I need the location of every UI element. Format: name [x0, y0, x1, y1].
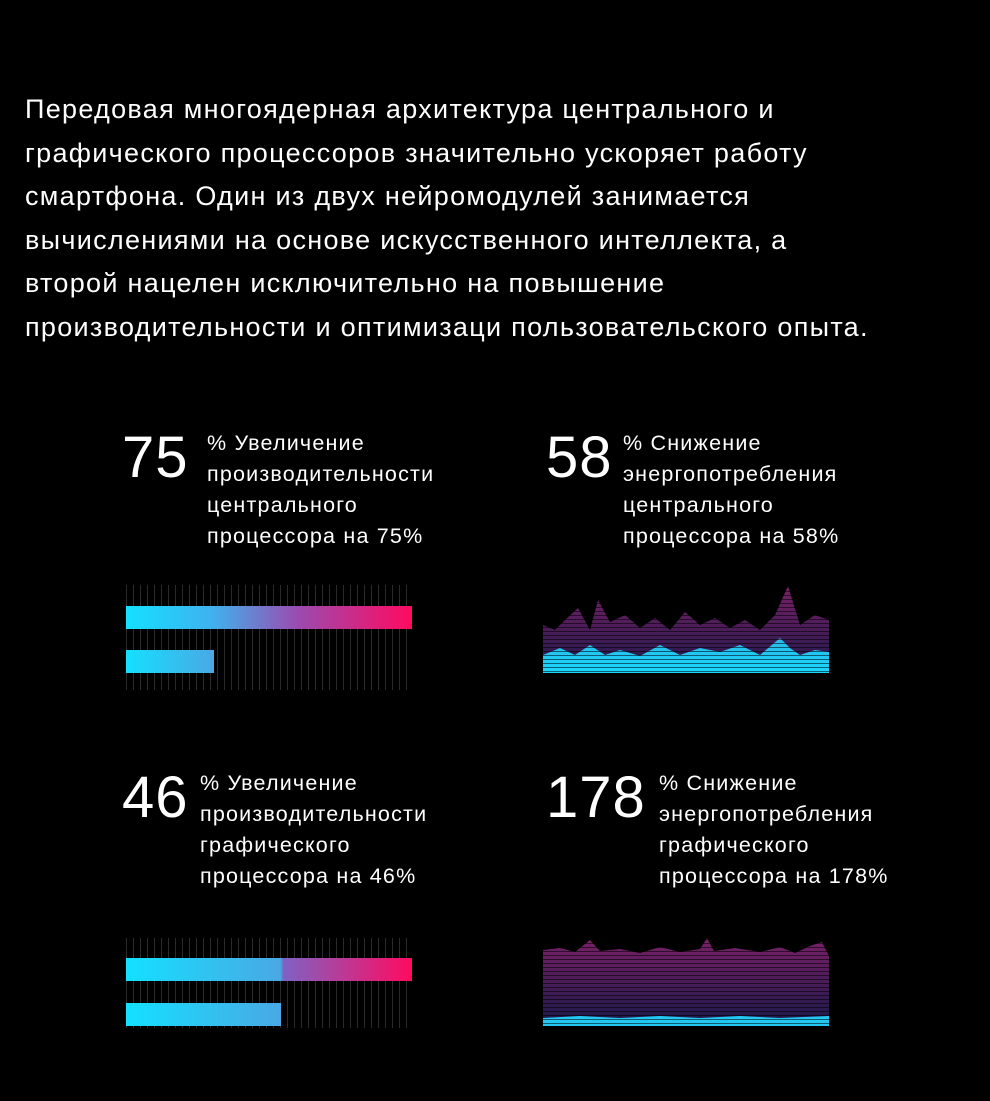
stat-text: % Снижение энергопотребления центральног…: [623, 431, 840, 548]
intro-line: смартфона. Один из двух нейромодулей зан…: [25, 181, 751, 211]
intro-line: Передовая многоядерная архитектура центр…: [25, 94, 775, 124]
stat-text: % Увеличение производительности централь…: [207, 431, 435, 548]
intro-line: производительности и оптимизаци пользова…: [25, 311, 869, 342]
bar: [126, 606, 412, 629]
stat-value: 46: [122, 765, 189, 830]
stat-text: % Увеличение производительности графичес…: [200, 771, 428, 888]
intro-line: графического процессоров значительно уск…: [25, 137, 808, 168]
bar: [126, 650, 214, 673]
intro: Передовая многоядерная архитектура центр…: [25, 88, 990, 349]
stat-value: 178: [546, 765, 646, 830]
bar: [126, 1003, 281, 1026]
stripes: [543, 938, 829, 1026]
stat-value: 75: [122, 425, 189, 490]
stat-text: % Снижение энергопотребления графическог…: [659, 771, 889, 888]
bar: [126, 958, 412, 981]
stripes: [543, 585, 829, 673]
intro-line: второй нацелен исключительно на повышени…: [25, 268, 666, 298]
intro-line: вычислениями на основе искусственного ин…: [25, 224, 788, 255]
grid: [126, 585, 412, 690]
stat-value: 58: [546, 425, 613, 490]
